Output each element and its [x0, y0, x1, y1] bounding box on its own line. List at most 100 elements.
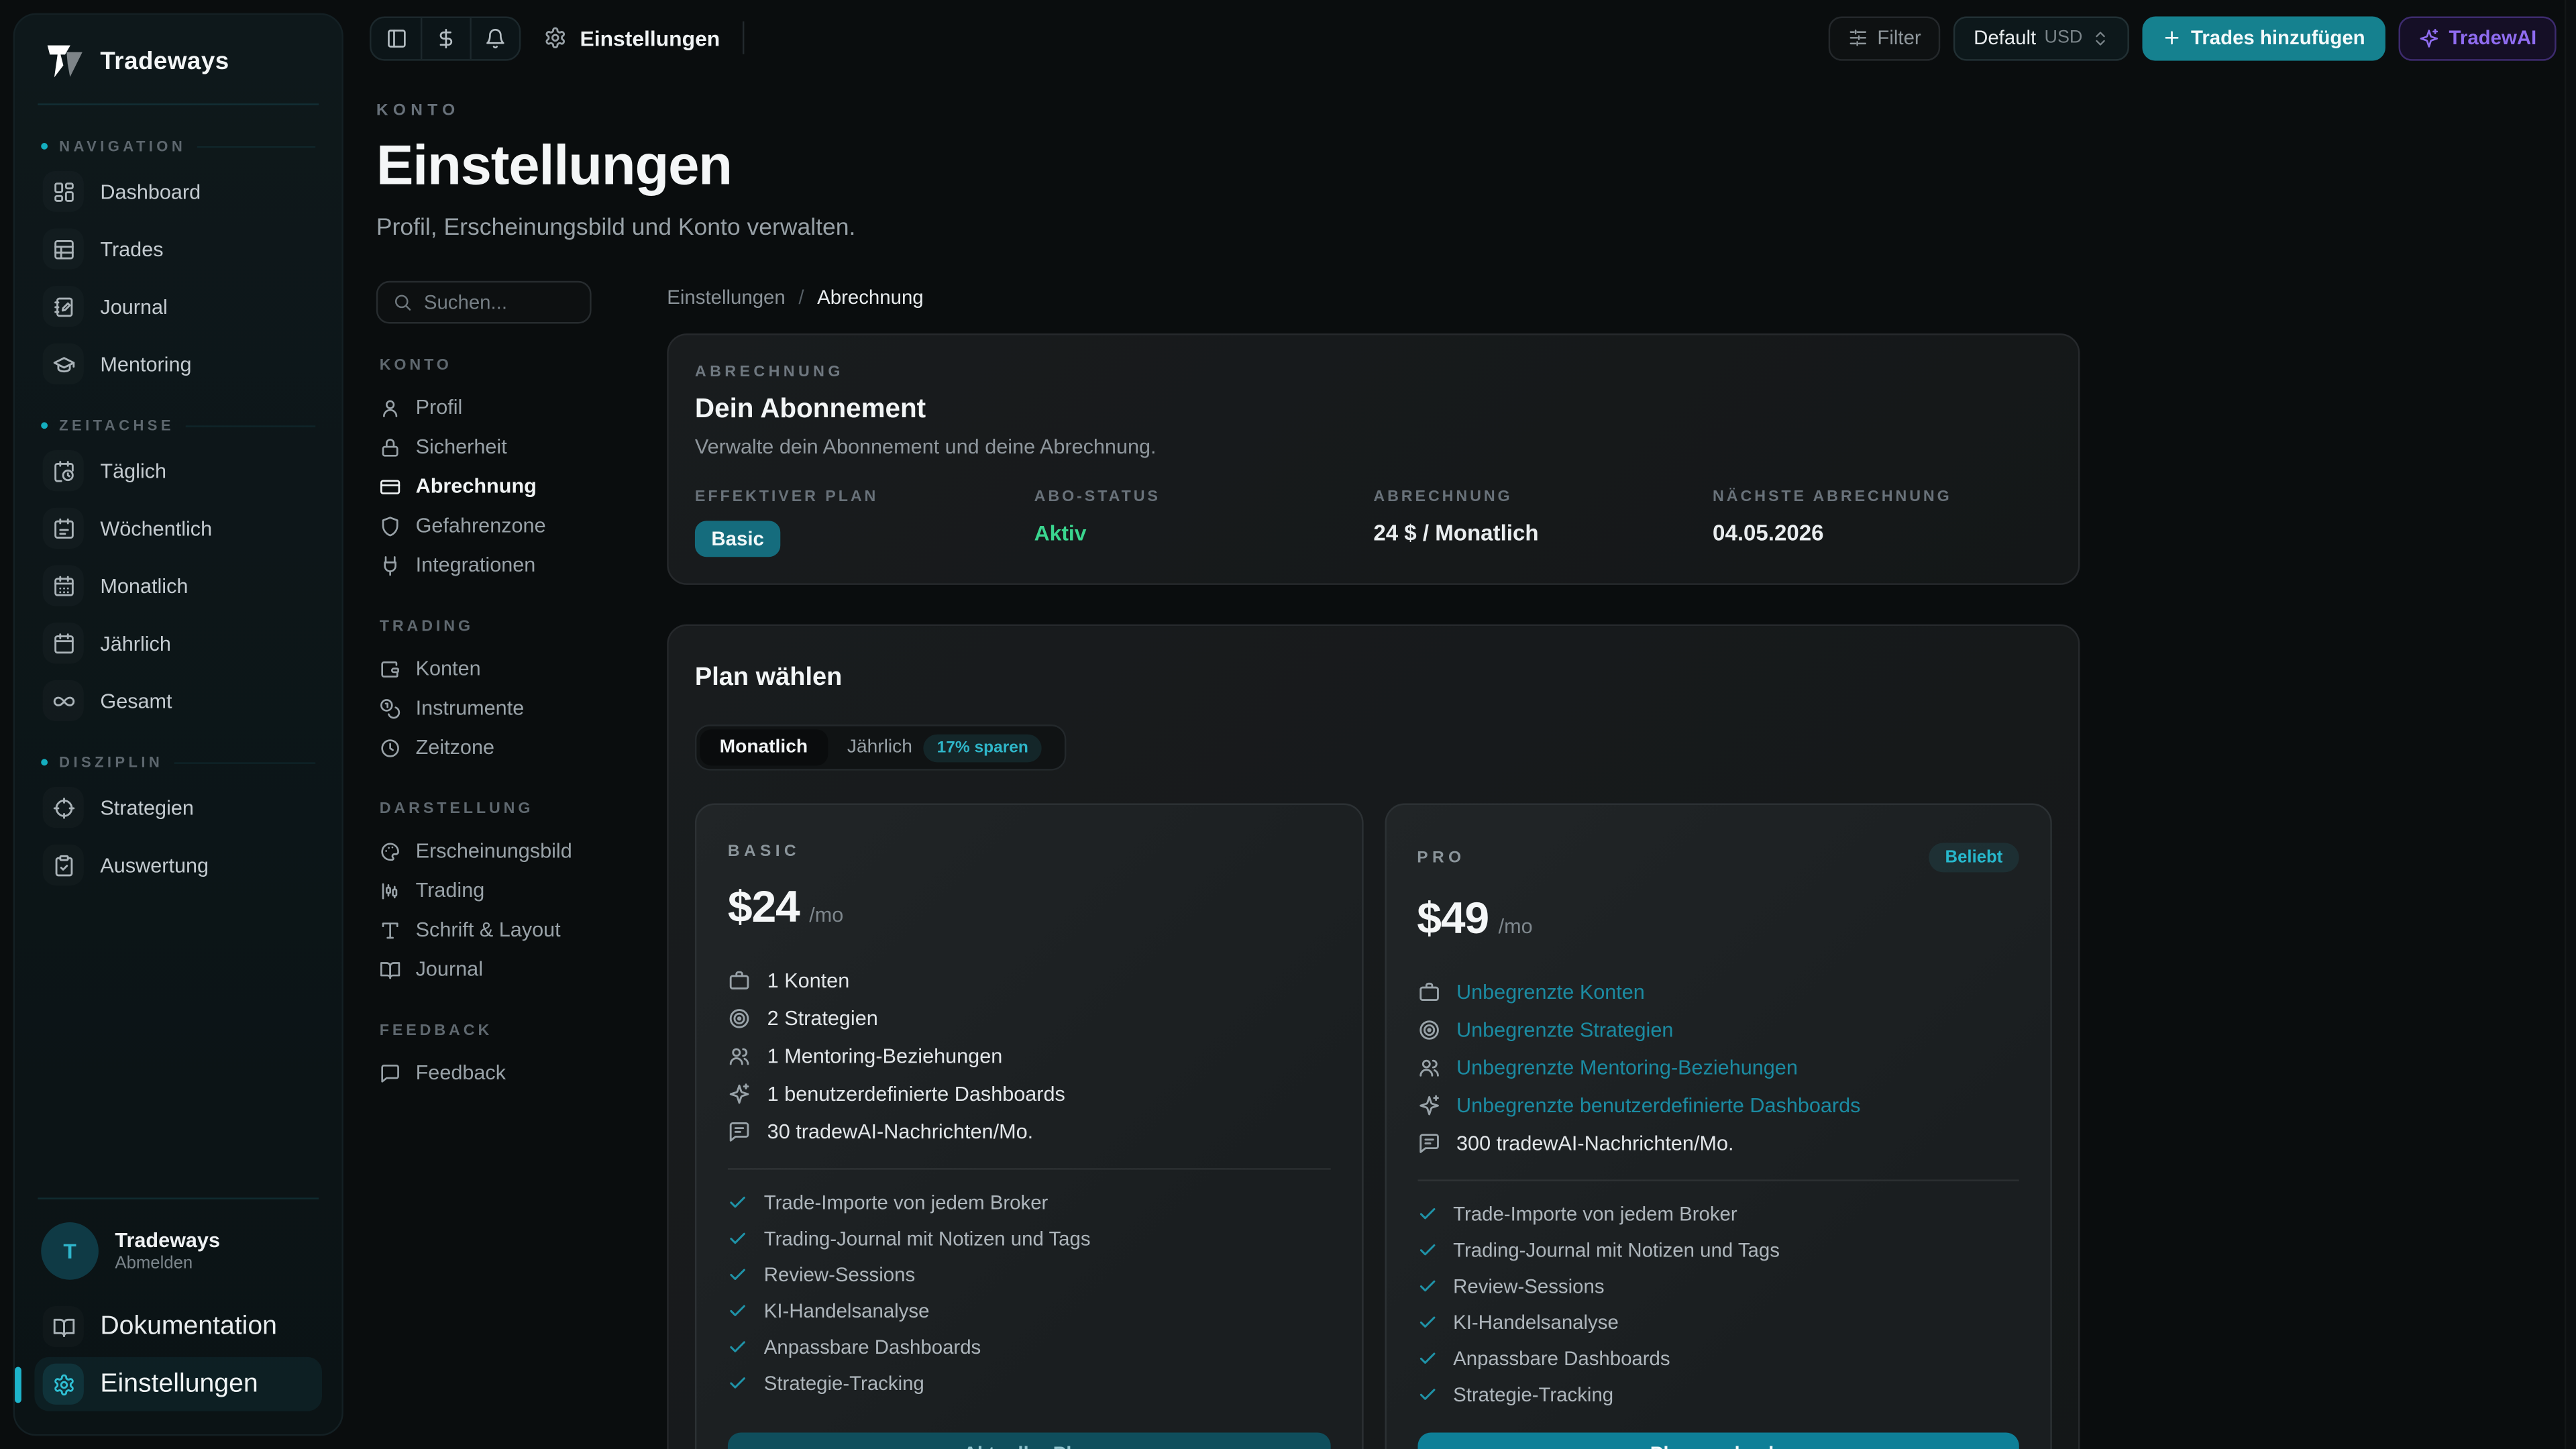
target-icon	[728, 1007, 751, 1030]
sidebar-item-auswertung[interactable]: Auswertung	[34, 838, 322, 892]
settings-search[interactable]	[376, 280, 592, 324]
calendar-days-icon	[43, 565, 84, 606]
plan-button-basic[interactable]: Aktueller Plan	[727, 1432, 1330, 1449]
settings-nav-item-label: Erscheinungsbild	[415, 839, 572, 863]
settings-nav-item-journal[interactable]: Journal	[376, 950, 667, 989]
lock-icon	[380, 436, 401, 458]
plan-feature: 1 Mentoring-Beziehungen	[728, 1045, 1330, 1068]
message-text-icon	[728, 1120, 751, 1143]
settings-nav-item-integrationen[interactable]: Integrationen	[376, 545, 667, 585]
settings-nav-item-feedback[interactable]: Feedback	[376, 1053, 667, 1093]
settings-nav-item-konten[interactable]: Konten	[376, 649, 667, 688]
plan-feature: Unbegrenzte Konten	[1417, 981, 2019, 1004]
settings-nav-item-gefahrenzone[interactable]: Gefahrenzone	[376, 506, 667, 545]
billing-stat: NÄCHSTE ABRECHNUNG 04.05.2026	[1713, 488, 2052, 557]
book-open-icon	[43, 1306, 84, 1347]
status-value: Aktiv	[1034, 521, 1087, 546]
settings-nav-item-profil[interactable]: Profil	[376, 388, 667, 427]
sidebar-item-einstellungen[interactable]: Einstellungen	[15, 1356, 323, 1411]
sidebar-item-label: Jährlich	[100, 631, 171, 655]
sidebar: Tradeways NAVIGATION Dashboard Trades Journ…	[13, 13, 343, 1436]
sidebar-item-gesamt[interactable]: Gesamt	[34, 674, 322, 728]
settings-nav-item-zeitzone[interactable]: Zeitzone	[376, 728, 667, 767]
avatar: T	[41, 1222, 99, 1280]
plan-included-feature: KI-Handelsanalyse	[1417, 1311, 2019, 1334]
sidebar-item-dokumentation[interactable]: Dokumentation	[34, 1299, 322, 1354]
settings-nav-item-sicherheit[interactable]: Sicherheit	[376, 427, 667, 467]
settings-nav-item-label: Gefahrenzone	[415, 514, 546, 537]
settings-nav-item-erscheinungsbild[interactable]: Erscheinungsbild	[376, 831, 667, 871]
infinity-icon	[43, 680, 84, 721]
billing-subtitle: Verwalte dein Abonnement und deine Abrec…	[694, 435, 1157, 459]
plan-included-label: Anpassbare Dashboards	[763, 1336, 981, 1359]
crosshair-icon	[43, 787, 84, 828]
settings-panel: Einstellungen / Abrechnung ABRECHNUNG De…	[667, 281, 2080, 1449]
breadcrumb-separator: /	[798, 286, 804, 309]
toggle-monthly[interactable]: Monatlich	[700, 729, 828, 766]
add-trades-button[interactable]: Trades hinzufügen	[2141, 15, 2385, 60]
plan-included-label: Anpassbare Dashboards	[1453, 1347, 1670, 1371]
table-icon	[43, 228, 84, 269]
page-subtitle: Profil, Erscheinungsbild und Konto verwa…	[376, 215, 856, 242]
sidebar-section-label: ZEITACHSE	[41, 417, 316, 434]
plan-feature-label: 30 tradewAI-Nachrichten/Mo.	[767, 1120, 1034, 1144]
plan-name: PRO	[1417, 848, 1466, 867]
sidebar-item-label: Täglich	[100, 459, 167, 482]
topbar: Einstellungen Filter Default USD Trades …	[356, 0, 2576, 76]
plan-included-label: KI-Handelsanalyse	[1453, 1311, 1619, 1334]
tradewai-button[interactable]: TradewAI	[2398, 15, 2557, 60]
toggle-yearly[interactable]: Jährlich 17% sparen	[827, 729, 1061, 765]
sidebar-item-monatlich[interactable]: Monatlich	[34, 559, 322, 613]
check-icon	[728, 1301, 747, 1321]
settings-nav-item-label: Feedback	[415, 1061, 506, 1085]
sidebar-item-dashboard[interactable]: Dashboard	[34, 164, 322, 219]
sidebar-item-journal[interactable]: Journal	[34, 279, 322, 333]
check-icon	[728, 1373, 747, 1393]
sidebar-item-mentoring[interactable]: Mentoring	[34, 337, 322, 391]
settings-nav-item-instrumente[interactable]: Instrumente	[376, 688, 667, 728]
sidebar-item-täglich[interactable]: Täglich	[34, 443, 322, 498]
plan-button-pro[interactable]: Plan wechseln	[1417, 1432, 2019, 1449]
settings-nav-item-trading[interactable]: Trading	[376, 871, 667, 910]
plan-feature-label: 300 tradewAI-Nachrichten/Mo.	[1456, 1132, 1734, 1155]
search-input[interactable]	[423, 290, 576, 314]
check-icon	[1417, 1240, 1436, 1260]
plan-feature-label: 1 benutzerdefinierte Dashboards	[767, 1082, 1065, 1106]
bell-button[interactable]	[470, 17, 519, 58]
sidebar-item-label: Einstellungen	[100, 1369, 258, 1397]
plan-cards-row: BASIC $24/mo 1 Konten 2 Strategien 1 Mentori…	[694, 803, 2052, 1449]
plan-feature: Unbegrenzte Strategien	[1417, 1018, 2019, 1042]
toggle-monthly-label: Monatlich	[719, 737, 808, 757]
panel-left-button[interactable]	[371, 17, 420, 58]
settings-nav-item-label: Konten	[415, 657, 481, 680]
currency-select[interactable]: Default USD	[1953, 15, 2129, 60]
plan-included-feature: Trading-Journal mit Notizen und Tags	[1417, 1239, 2019, 1262]
credit-card-icon	[380, 476, 401, 497]
breadcrumb-settings[interactable]: Einstellungen	[667, 286, 786, 309]
plan-card-pro: PRO Beliebt $49/mo Unbegrenzte Konten Unbegr…	[1384, 803, 2052, 1449]
section-dot-icon	[41, 422, 48, 429]
filter-button[interactable]: Filter	[1827, 15, 1941, 60]
settings-nav-item-label: Zeitzone	[415, 736, 495, 759]
sidebar-item-jährlich[interactable]: Jährlich	[34, 616, 322, 670]
plan-feature-label: 1 Mentoring-Beziehungen	[767, 1044, 1003, 1068]
dollar-button[interactable]	[420, 17, 470, 58]
sidebar-item-trades[interactable]: Trades	[34, 222, 322, 276]
user-icon	[380, 396, 401, 418]
check-icon	[1417, 1349, 1436, 1368]
sidebar-item-label: Wöchentlich	[100, 517, 213, 540]
settings-nav-item-abrechnung[interactable]: Abrechnung	[376, 467, 667, 506]
plan-price-amount: $49	[1417, 894, 1489, 943]
plan-included-feature: KI-Handelsanalyse	[728, 1299, 1330, 1322]
sidebar-item-label: Journal	[100, 294, 168, 318]
check-icon	[728, 1193, 747, 1212]
logout-link[interactable]: Abmelden	[115, 1254, 193, 1274]
scrollbar-track[interactable]	[2564, 0, 2576, 1449]
sidebar-item-strategien[interactable]: Strategien	[34, 780, 322, 835]
plan-feature: 300 tradewAI-Nachrichten/Mo.	[1417, 1132, 2019, 1155]
settings-nav-item-schrift-layout[interactable]: Schrift & Layout	[376, 910, 667, 950]
settings-group-label: DARSTELLUNG	[379, 800, 534, 818]
stat-label: NÄCHSTE ABRECHNUNG	[1713, 488, 1952, 506]
plan-divider	[727, 1168, 1330, 1170]
sidebar-item-wöchentlich[interactable]: Wöchentlich	[34, 501, 322, 555]
